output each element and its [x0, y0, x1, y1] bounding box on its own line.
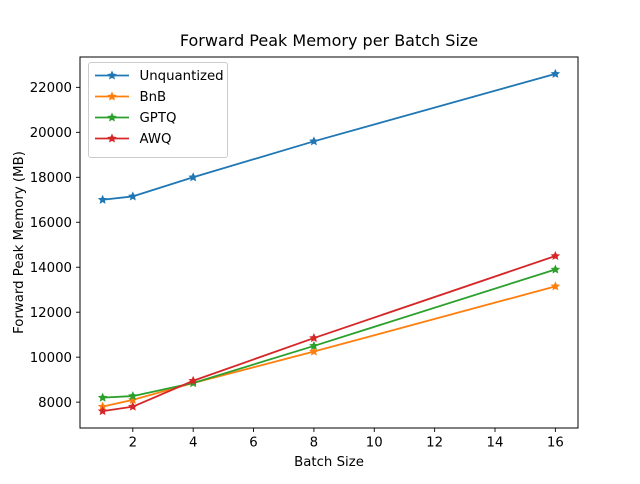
x-tick-label: 16	[547, 436, 564, 451]
series-marker-star-icon	[550, 68, 561, 78]
x-tick-label: 8	[310, 436, 318, 451]
series-marker-star-icon	[550, 281, 561, 291]
chart-title: Forward Peak Memory per Batch Size	[180, 31, 478, 50]
series-marker-star-icon	[309, 340, 319, 350]
x-tick-label: 10	[366, 436, 383, 451]
series-marker-star-icon	[128, 401, 138, 411]
series-marker-star-icon	[97, 406, 108, 416]
y-tick-label: 12000	[30, 306, 72, 321]
legend-label-gptq: GPTQ	[140, 111, 177, 126]
legend-marker-star-icon	[107, 112, 117, 122]
series-marker-star-icon	[550, 250, 561, 261]
y-tick-label: 10000	[30, 351, 72, 366]
x-tick-label: 12	[426, 436, 443, 451]
x-axis-label: Batch Size	[294, 455, 364, 470]
series-marker-star-icon	[128, 191, 138, 201]
legend: Unquantized BnB GPTQ AWQ	[88, 62, 228, 158]
x-tick-label: 4	[189, 436, 197, 451]
x-tick-label: 6	[249, 436, 257, 451]
legend-marker-star-icon	[107, 91, 117, 101]
legend-label-bnb: BnB	[140, 90, 167, 105]
plot-area: 2 4 6 8 10 12 14 16 8000 10000 12000 14000 16000 1800…	[30, 56, 579, 451]
legend-box	[88, 62, 228, 158]
y-tick-label: 20000	[30, 126, 72, 141]
y-tick-label: 18000	[30, 171, 72, 186]
legend-marker-star-icon	[107, 133, 117, 143]
series-marker-star-icon	[97, 392, 108, 402]
legend-label-unquantized: Unquantized	[140, 69, 224, 84]
series-marker-star-icon	[550, 264, 561, 274]
series-marker-star-icon	[128, 394, 138, 404]
y-tick-label: 16000	[30, 216, 72, 231]
series-marker-star-icon	[188, 375, 198, 385]
y-tick-label: 8000	[38, 396, 72, 411]
y-tick-label: 22000	[30, 81, 72, 96]
series-marker-star-icon	[97, 194, 108, 204]
legend-marker-star-icon	[107, 70, 117, 80]
series-marker-star-icon	[309, 346, 319, 356]
y-axis-label: Forward Peak Memory (MB)	[12, 151, 27, 334]
y-tick-label: 14000	[30, 261, 72, 276]
x-tick-label: 2	[129, 436, 137, 451]
series-marker-star-icon	[128, 391, 138, 401]
plot-border	[79, 56, 579, 429]
series-marker-star-icon	[309, 333, 319, 343]
legend-label-awq: AWQ	[140, 132, 172, 147]
series-marker-star-icon	[309, 136, 319, 146]
x-tick-label: 14	[487, 436, 504, 451]
series-marker-star-icon	[188, 172, 198, 182]
